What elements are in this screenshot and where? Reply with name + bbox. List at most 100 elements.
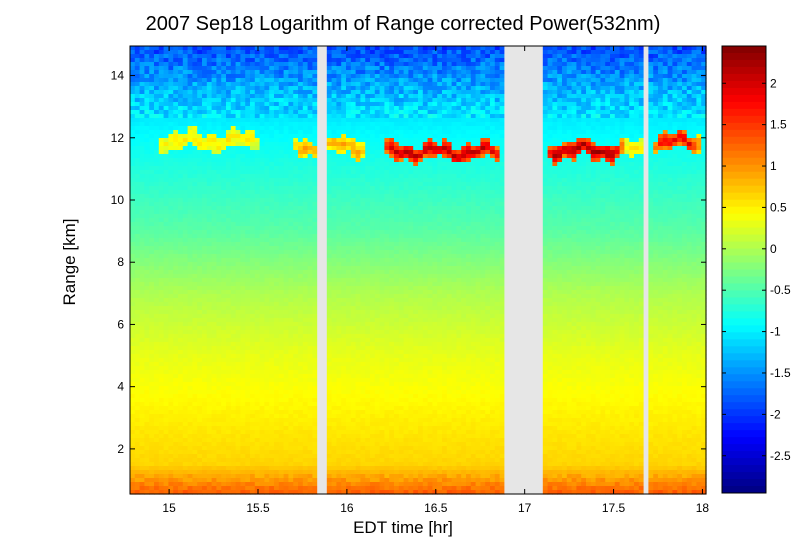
heatmap-cell [355, 58, 361, 63]
heatmap-cell [682, 110, 688, 115]
heatmap-cell [269, 126, 275, 131]
heatmap-cell [533, 126, 539, 131]
heatmap-cell [274, 110, 280, 115]
heatmap-cell [557, 110, 563, 115]
heatmap-cell [149, 66, 155, 71]
heatmap-cell [610, 102, 616, 107]
heatmap-cell [624, 58, 630, 63]
heatmap-cell [254, 198, 261, 203]
heatmap-cell [202, 126, 208, 131]
heatmap-cell [360, 210, 366, 215]
heatmap-cell [187, 162, 193, 167]
heatmap-cell [499, 130, 505, 135]
heatmap-cell [658, 106, 664, 111]
heatmap-cell [456, 74, 462, 79]
heatmap-cell [662, 138, 669, 143]
heatmap-cell [528, 154, 534, 159]
heatmap-cell [230, 142, 237, 147]
heatmap-cell [149, 206, 155, 211]
heatmap-cell [677, 122, 683, 127]
heatmap-cell [149, 130, 155, 135]
heatmap-cell [427, 102, 433, 107]
heatmap-cell [571, 94, 577, 99]
heatmap-cell [235, 130, 241, 135]
heatmap-cell [456, 138, 462, 143]
heatmap-cell [514, 78, 520, 83]
heatmap-cell [499, 202, 505, 207]
heatmap-cell [480, 170, 486, 175]
heatmap-cell [331, 62, 337, 67]
heatmap-cell [269, 210, 275, 215]
heatmap-cell [360, 206, 366, 211]
heatmap-cell [504, 146, 510, 151]
heatmap-cell [677, 178, 683, 183]
heatmap-cell [667, 154, 673, 159]
heatmap-cell [240, 78, 246, 83]
heatmap-cell [355, 82, 361, 87]
heatmap-cell [571, 186, 577, 191]
heatmap-cell [355, 66, 361, 71]
heatmap-cell [269, 94, 275, 99]
heatmap-cell [634, 54, 640, 59]
heatmap-cell [547, 62, 553, 67]
heatmap-cell [509, 138, 515, 143]
heatmap-cell [418, 106, 424, 111]
heatmap-cell [302, 190, 309, 195]
heatmap-cell [576, 50, 582, 55]
heatmap-cell [638, 106, 645, 111]
heatmap-cell [134, 86, 141, 91]
heatmap-cell [264, 210, 270, 215]
heatmap-cell [293, 114, 299, 119]
heatmap-cell [264, 142, 270, 147]
heatmap-cell [346, 202, 352, 207]
heatmap-cell [547, 198, 553, 203]
heatmap-cell [686, 206, 693, 211]
heatmap-cell [422, 110, 429, 115]
heatmap-cell [677, 154, 683, 159]
heatmap-cell [221, 130, 227, 135]
heatmap-cell [701, 166, 707, 171]
heatmap-cell [163, 166, 169, 171]
heatmap-cell [197, 202, 203, 207]
heatmap-cell [307, 110, 313, 115]
heatmap-cell [437, 98, 443, 103]
heatmap-cell [576, 142, 582, 147]
heatmap-cell [562, 162, 568, 167]
heatmap-cell [437, 162, 443, 167]
heatmap-cell [614, 202, 621, 207]
heatmap-cell [422, 74, 429, 79]
heatmap-cell [590, 106, 597, 111]
heatmap-cell [590, 130, 597, 135]
heatmap-cell [322, 78, 328, 83]
heatmap-cell [413, 206, 419, 211]
heatmap-cell [173, 154, 179, 159]
heatmap-cell [134, 198, 141, 203]
heatmap-cell [322, 110, 328, 115]
heatmap-cell [331, 70, 337, 75]
heatmap-cell [653, 142, 659, 147]
heatmap-cell [211, 58, 217, 63]
heatmap-cell [250, 54, 256, 59]
heatmap-cell [686, 194, 693, 199]
heatmap-cell [518, 66, 525, 71]
heatmap-cell [518, 106, 525, 111]
heatmap-cell [283, 198, 289, 203]
heatmap-cell [696, 94, 702, 99]
heatmap-cell [312, 82, 318, 87]
heatmap-cell [144, 50, 150, 55]
heatmap-cell [278, 58, 285, 63]
heatmap-cell [173, 134, 179, 139]
heatmap-cell [442, 50, 448, 55]
heatmap-cell [624, 70, 630, 75]
heatmap-cell [552, 114, 558, 119]
heatmap-cell [365, 138, 371, 143]
heatmap-cell [538, 154, 544, 159]
heatmap-cell [442, 118, 448, 123]
heatmap-cell [230, 106, 237, 111]
heatmap-cell [226, 54, 232, 59]
heatmap-cell [360, 62, 366, 67]
heatmap-cell [216, 90, 222, 95]
heatmap-cell [326, 114, 333, 119]
heatmap-cell [178, 126, 184, 131]
heatmap-cell [331, 206, 337, 211]
